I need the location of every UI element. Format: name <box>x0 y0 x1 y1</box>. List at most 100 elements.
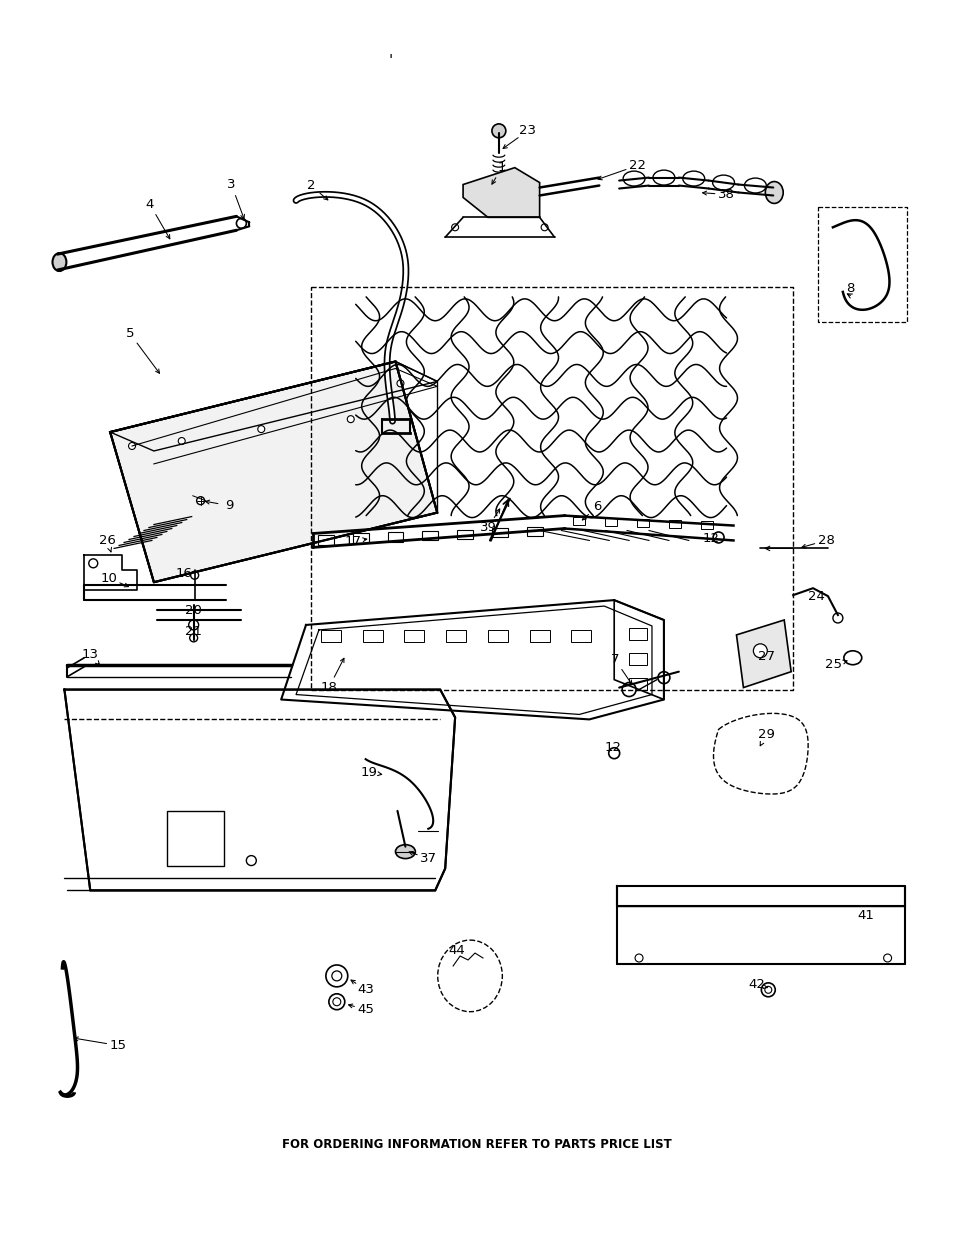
Bar <box>628 627 646 640</box>
Circle shape <box>753 643 766 658</box>
Polygon shape <box>110 362 436 582</box>
Text: 10: 10 <box>101 572 117 584</box>
Bar <box>604 517 617 526</box>
Bar <box>362 630 382 642</box>
Ellipse shape <box>843 651 861 664</box>
Text: 5: 5 <box>126 327 134 340</box>
Bar <box>167 811 224 866</box>
Circle shape <box>129 442 135 450</box>
Text: 43: 43 <box>356 983 374 997</box>
Text: 42: 42 <box>747 978 764 992</box>
Bar <box>320 630 340 642</box>
Ellipse shape <box>437 940 502 1011</box>
Polygon shape <box>65 689 455 890</box>
Polygon shape <box>736 620 790 688</box>
Bar <box>456 530 473 540</box>
Circle shape <box>608 747 619 758</box>
Ellipse shape <box>652 170 674 185</box>
Bar <box>573 516 585 525</box>
Circle shape <box>540 224 548 231</box>
Text: 26: 26 <box>98 534 115 547</box>
Circle shape <box>451 224 458 231</box>
Bar <box>446 630 466 642</box>
Ellipse shape <box>712 175 734 190</box>
Text: 7: 7 <box>610 653 618 666</box>
Text: 2: 2 <box>307 179 314 191</box>
Text: 9: 9 <box>225 499 233 513</box>
Text: 17: 17 <box>344 535 361 548</box>
Circle shape <box>658 672 669 684</box>
Text: 23: 23 <box>518 125 536 137</box>
Bar <box>487 630 507 642</box>
Circle shape <box>326 965 348 987</box>
Text: 37: 37 <box>419 852 436 864</box>
Circle shape <box>329 994 344 1010</box>
Text: 16: 16 <box>175 567 192 579</box>
Text: 27: 27 <box>757 651 774 663</box>
Circle shape <box>760 983 775 997</box>
Circle shape <box>396 380 403 387</box>
Bar <box>700 521 712 529</box>
Text: 6: 6 <box>593 500 600 514</box>
Text: 4: 4 <box>146 198 154 211</box>
Text: 18: 18 <box>320 680 337 694</box>
Ellipse shape <box>764 182 782 204</box>
Text: 38: 38 <box>718 188 734 201</box>
Circle shape <box>246 856 256 866</box>
Circle shape <box>832 613 841 622</box>
Ellipse shape <box>416 824 438 837</box>
Ellipse shape <box>395 845 415 858</box>
Circle shape <box>89 559 97 568</box>
Circle shape <box>635 953 642 962</box>
Bar <box>628 653 646 664</box>
Ellipse shape <box>381 415 411 424</box>
Text: 41: 41 <box>857 909 873 921</box>
Circle shape <box>191 572 198 579</box>
Bar <box>317 536 334 546</box>
Bar <box>526 526 542 536</box>
Circle shape <box>236 219 246 228</box>
Circle shape <box>713 532 723 543</box>
Circle shape <box>332 971 341 981</box>
Bar <box>404 630 424 642</box>
Circle shape <box>764 987 771 993</box>
Text: 45: 45 <box>356 1003 374 1016</box>
Bar <box>628 678 646 689</box>
Text: 39: 39 <box>479 521 496 534</box>
Circle shape <box>196 496 204 505</box>
Ellipse shape <box>52 253 67 270</box>
Text: 1: 1 <box>497 161 506 174</box>
Polygon shape <box>462 168 539 217</box>
Circle shape <box>189 620 198 630</box>
Text: 28: 28 <box>817 534 834 547</box>
Text: 25: 25 <box>824 658 841 672</box>
Bar <box>492 527 507 537</box>
Circle shape <box>347 416 354 422</box>
Text: 20: 20 <box>185 604 202 616</box>
Text: 21: 21 <box>185 625 202 638</box>
Text: 15: 15 <box>110 1039 127 1052</box>
Ellipse shape <box>622 172 644 186</box>
Circle shape <box>621 683 636 697</box>
Text: 44: 44 <box>448 944 465 957</box>
Ellipse shape <box>682 172 704 186</box>
Bar <box>387 532 403 542</box>
Circle shape <box>257 426 265 432</box>
Circle shape <box>178 437 185 445</box>
Text: 22: 22 <box>628 159 645 172</box>
Text: 8: 8 <box>844 283 853 295</box>
Text: 19: 19 <box>360 766 376 778</box>
Bar <box>637 519 648 526</box>
Circle shape <box>492 124 505 138</box>
Ellipse shape <box>743 178 765 193</box>
Text: 29: 29 <box>757 727 774 741</box>
Circle shape <box>190 634 197 642</box>
Circle shape <box>333 998 340 1005</box>
Circle shape <box>882 953 891 962</box>
Bar <box>571 630 591 642</box>
Text: FOR ORDERING INFORMATION REFER TO PARTS PRICE LIST: FOR ORDERING INFORMATION REFER TO PARTS … <box>282 1139 671 1151</box>
Bar <box>422 531 437 541</box>
Text: 12: 12 <box>701 532 719 545</box>
Bar <box>668 520 680 527</box>
Text: 12: 12 <box>604 741 621 753</box>
